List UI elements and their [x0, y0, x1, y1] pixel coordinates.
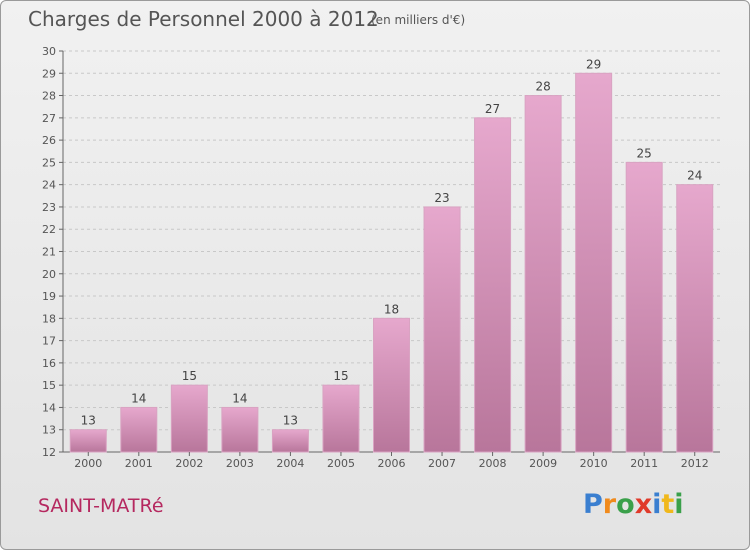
- chart-title: Charges de Personnel 2000 à 2012: [28, 7, 379, 31]
- y-tick-label: 14: [42, 401, 56, 414]
- x-tick-label: 2001: [125, 457, 153, 470]
- y-tick-label: 28: [42, 90, 56, 103]
- x-tick-label: 2003: [226, 457, 254, 470]
- bar-value-label: 18: [384, 302, 399, 316]
- y-tick-label: 27: [42, 112, 56, 125]
- bar: [271, 429, 309, 453]
- bar: [423, 206, 461, 453]
- bar: [373, 317, 410, 453]
- y-tick-label: 30: [42, 45, 56, 58]
- y-tick-label: 19: [42, 290, 56, 303]
- bar-value-label: 28: [535, 80, 550, 94]
- bar-value-label: 29: [586, 57, 601, 71]
- logo-letter: o: [616, 489, 635, 520]
- bar-value-label: 24: [687, 169, 702, 183]
- x-tick-label: 2002: [175, 457, 203, 470]
- y-tick-label: 26: [42, 134, 56, 147]
- bar: [524, 95, 562, 453]
- logo-letter: x: [634, 489, 653, 520]
- y-tick-label: 20: [42, 268, 56, 281]
- x-tick-label: 2012: [681, 457, 709, 470]
- bar: [120, 406, 158, 453]
- logo-letter: t: [661, 489, 675, 520]
- bar-value-label: 13: [81, 414, 96, 428]
- bar: [474, 117, 512, 453]
- x-tick-label: 2004: [276, 457, 304, 470]
- bar-value-label: 23: [434, 191, 449, 205]
- y-tick-label: 21: [42, 246, 56, 259]
- x-tick-label: 2011: [630, 457, 658, 470]
- x-tick-label: 2009: [529, 457, 557, 470]
- y-tick-label: 12: [42, 446, 56, 459]
- bar: [221, 406, 259, 453]
- logo-letter: i: [652, 489, 662, 520]
- bar: [69, 429, 107, 453]
- bar: [625, 161, 663, 453]
- bar: [170, 384, 208, 453]
- y-tick-label: 13: [42, 424, 56, 437]
- y-tick-label: 22: [42, 223, 56, 236]
- y-tick-label: 23: [42, 201, 56, 214]
- y-tick-label: 17: [42, 335, 56, 348]
- chart-subtitle: (en milliers d'€): [371, 13, 466, 27]
- y-tick-label: 29: [42, 67, 56, 80]
- bar-value-label: 27: [485, 102, 500, 116]
- x-tick-label: 2008: [479, 457, 507, 470]
- y-tick-label: 25: [42, 156, 56, 169]
- bar: [322, 384, 360, 453]
- x-tick-label: 2007: [428, 457, 456, 470]
- bar-value-label: 14: [131, 391, 146, 405]
- x-tick-label: 2000: [74, 457, 102, 470]
- logo-letter: P: [583, 489, 603, 520]
- commune-name: SAINT-MATRé: [38, 495, 164, 517]
- bar-value-label: 15: [333, 369, 348, 383]
- bar: [676, 184, 714, 453]
- y-tick-label: 16: [42, 357, 56, 370]
- bar-value-label: 13: [283, 414, 298, 428]
- y-tick-label: 15: [42, 379, 56, 392]
- bar-value-label: 25: [637, 146, 652, 160]
- bar-value-label: 14: [232, 391, 247, 405]
- logo-letter: i: [674, 489, 684, 520]
- x-tick-label: 2010: [580, 457, 608, 470]
- y-tick-label: 18: [42, 312, 56, 325]
- logo-letter: r: [602, 489, 617, 520]
- x-tick-label: 2005: [327, 457, 355, 470]
- bar: [575, 72, 613, 453]
- x-tick-label: 2006: [378, 457, 406, 470]
- proxiti-logo: Proxiti: [583, 489, 684, 520]
- bar-value-label: 15: [182, 369, 197, 383]
- y-tick-label: 24: [42, 179, 56, 192]
